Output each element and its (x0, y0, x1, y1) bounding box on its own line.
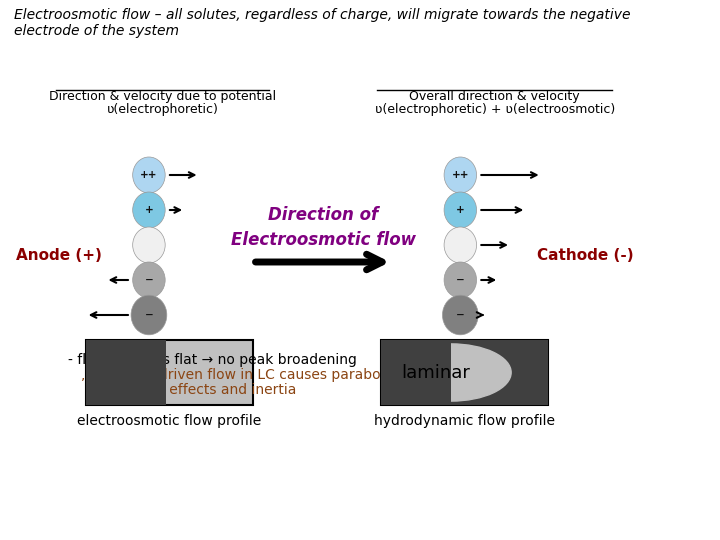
Text: Cathode (-): Cathode (-) (537, 247, 634, 262)
Circle shape (132, 262, 165, 298)
Text: boundary effects and inertia: boundary effects and inertia (81, 383, 297, 397)
Text: ++: ++ (451, 170, 469, 180)
Text: +: + (456, 205, 464, 215)
Text: - flow profile is flat → no peak broadening: - flow profile is flat → no peak broaden… (68, 353, 356, 367)
Text: Direction & velocity due to potential: Direction & velocity due to potential (49, 90, 276, 103)
Text: +: + (145, 205, 153, 215)
Text: Electroosmotic flow – all solutes, regardless of charge, will migrate towards th: Electroosmotic flow – all solutes, regar… (14, 8, 630, 38)
Bar (86, 340, 166, 405)
Text: Electroosmotic flow: Electroosmotic flow (230, 231, 415, 249)
Text: Direction of: Direction of (268, 206, 378, 224)
Circle shape (132, 227, 165, 263)
Circle shape (444, 227, 477, 263)
Text: hydrodynamic flow profile: hydrodynamic flow profile (374, 414, 555, 428)
Circle shape (443, 295, 478, 335)
Circle shape (444, 157, 477, 193)
Circle shape (132, 157, 165, 193)
Bar (86, 340, 253, 405)
Text: −: − (456, 310, 464, 320)
Text: ʋ(electrophoretic) + ʋ(electroosmotic): ʋ(electrophoretic) + ʋ(electroosmotic) (374, 103, 615, 116)
Text: −: − (456, 275, 464, 285)
Text: electroosmotic flow profile: electroosmotic flow profile (77, 414, 261, 428)
Ellipse shape (391, 344, 511, 401)
Circle shape (444, 262, 477, 298)
Text: ,  pressure-driven flow in LC causes parabolic profile caused by: , pressure-driven flow in LC causes para… (81, 368, 520, 382)
Text: −: − (145, 275, 153, 285)
Text: Overall direction & velocity: Overall direction & velocity (409, 90, 580, 103)
Text: laminar: laminar (402, 363, 470, 381)
Text: ʋ(electrophoretic): ʋ(electrophoretic) (107, 103, 218, 116)
Bar (381, 340, 548, 405)
Circle shape (131, 295, 167, 335)
Text: Anode (+): Anode (+) (17, 247, 102, 262)
Circle shape (132, 192, 165, 228)
Text: −: − (145, 310, 153, 320)
Circle shape (444, 192, 477, 228)
Bar (381, 340, 548, 405)
Text: ++: ++ (140, 170, 158, 180)
